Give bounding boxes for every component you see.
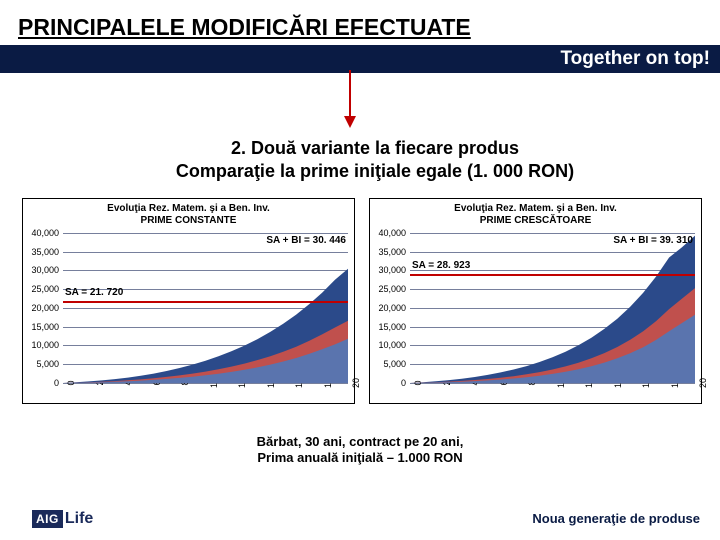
y-tick-label: 40,000 <box>25 228 63 238</box>
chart-constant: Evoluţia Rez. Matem. şi a Ben. Inv. PRIM… <box>22 198 355 404</box>
y-tick-label: 15,000 <box>25 322 63 332</box>
y-tick-label: 40,000 <box>372 228 410 238</box>
y-tick-label: 20,000 <box>25 303 63 313</box>
footer-text: Noua generaţie de produse <box>532 511 700 526</box>
plot-area: 05,00010,00015,00020,00025,00030,00035,0… <box>63 233 348 383</box>
slide-title: PRINCIPALELE MODIFICĂRI EFECTUATE <box>0 0 720 45</box>
subtitle: 2. Două variante la fiecare produs Compa… <box>0 137 720 184</box>
y-tick-label: 0 <box>25 378 63 388</box>
y-tick-label: 15,000 <box>372 322 410 332</box>
subtitle-line1: 2. Două variante la fiecare produs <box>231 138 519 158</box>
y-tick-label: 10,000 <box>372 340 410 350</box>
banner-text: Together on top! <box>560 48 710 70</box>
sa-label: SA = 21. 720 <box>65 287 123 298</box>
chart-title: Evoluţia Rez. Matem. şi a Ben. Inv. PRIM… <box>370 199 701 229</box>
chart-title: Evoluţia Rez. Matem. şi a Ben. Inv. PRIM… <box>23 199 354 229</box>
y-tick-label: 20,000 <box>372 303 410 313</box>
logo-side: Life <box>65 510 93 528</box>
sa-reference-line <box>63 301 348 303</box>
y-tick-label: 25,000 <box>372 284 410 294</box>
y-tick-label: 0 <box>372 378 410 388</box>
sa-label: SA = 28. 923 <box>412 260 470 271</box>
y-tick-label: 35,000 <box>25 247 63 257</box>
x-tick-label: 20 <box>348 378 361 388</box>
sa-reference-line <box>410 274 695 276</box>
y-tick-label: 25,000 <box>25 284 63 294</box>
x-tick-label: 20 <box>695 378 708 388</box>
y-tick-label: 35,000 <box>372 247 410 257</box>
y-tick-label: 5,000 <box>25 359 63 369</box>
banner: Together on top! <box>0 45 720 73</box>
logo-box: AIG <box>32 510 63 528</box>
logo: AIG Life <box>32 510 93 528</box>
sa-bi-label: SA + BI = 30. 446 <box>266 235 346 246</box>
caption: Bărbat, 30 ani, contract pe 20 ani, Prim… <box>0 434 720 467</box>
y-tick-label: 10,000 <box>25 340 63 350</box>
charts-row: Evoluţia Rez. Matem. şi a Ben. Inv. PRIM… <box>0 184 720 404</box>
sa-bi-label: SA + BI = 39. 310 <box>613 235 693 246</box>
chart-growing: Evoluţia Rez. Matem. şi a Ben. Inv. PRIM… <box>369 198 702 404</box>
y-tick-label: 30,000 <box>372 265 410 275</box>
plot-area: 05,00010,00015,00020,00025,00030,00035,0… <box>410 233 695 383</box>
y-tick-label: 30,000 <box>25 265 63 275</box>
subtitle-line2: Comparaţie la prime iniţiale egale (1. 0… <box>30 160 720 183</box>
down-arrow-icon <box>338 70 362 132</box>
y-tick-label: 5,000 <box>372 359 410 369</box>
